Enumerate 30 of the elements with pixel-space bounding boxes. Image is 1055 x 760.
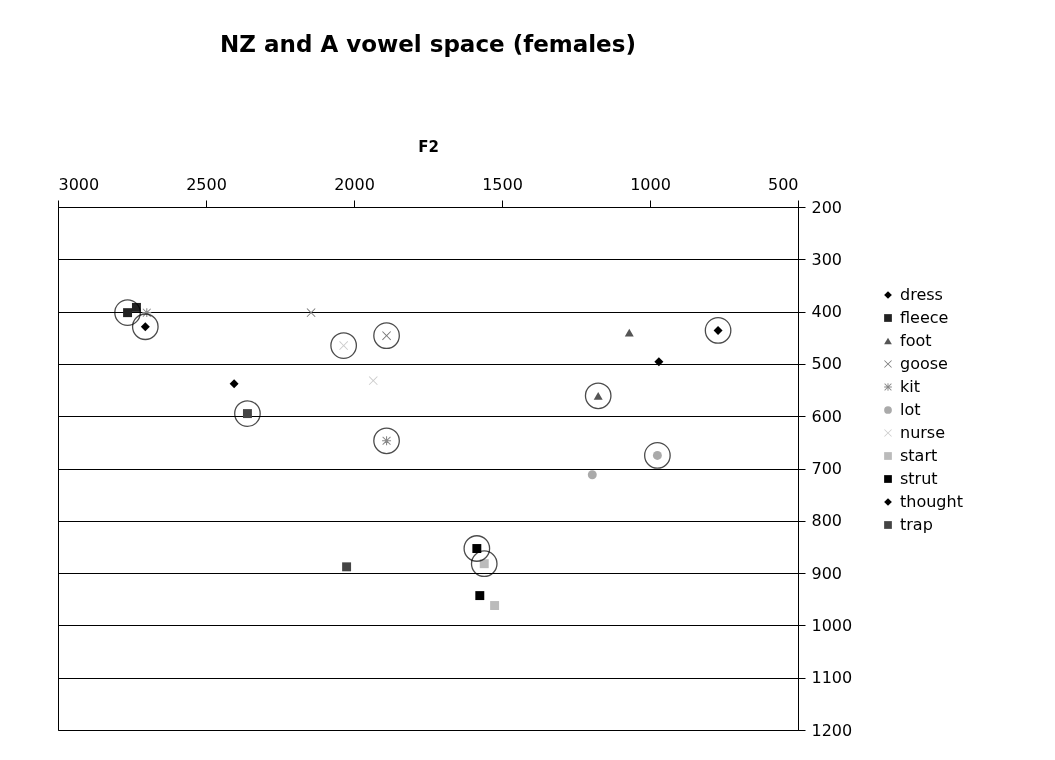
x-tick-label: 1000 [630,174,671,194]
x-tick-label: 3000 [58,174,100,194]
x-tick-label: 500 [767,174,799,194]
legend-label: start [900,446,938,465]
y-tick-label: 200 [811,197,843,217]
y-tick-label: 1100 [811,668,853,688]
y-tick-label: 900 [811,563,843,583]
y-tick-label: 500 [811,354,843,374]
legend-label: goose [900,354,948,373]
legend-label: trap [900,515,933,534]
x-axis-title: F2 [418,137,439,156]
y-tick-label: 300 [811,249,843,269]
y-tick-label: 800 [811,511,843,531]
legend-label: nurse [900,423,946,442]
legend-label: lot [900,400,921,419]
legend-label: thought [900,492,963,511]
x-tick-label: 2000 [334,174,375,194]
legend-label: fleece [900,308,949,327]
y-tick-label: 1000 [811,615,853,635]
y-tick-label: 400 [811,302,843,322]
legend-label: foot [900,331,932,350]
y-tick-label: 700 [811,459,843,478]
chart-title: NZ and A vowel space (females) [220,31,636,57]
legend-label: strut [900,469,938,488]
y-tick-label: 600 [811,406,843,426]
y-tick-label: 1200 [811,720,853,740]
x-tick-label: 2500 [186,174,227,194]
legend-label: dress [900,285,943,304]
legend-label: kit [900,377,920,396]
x-tick-label: 1500 [482,174,523,194]
